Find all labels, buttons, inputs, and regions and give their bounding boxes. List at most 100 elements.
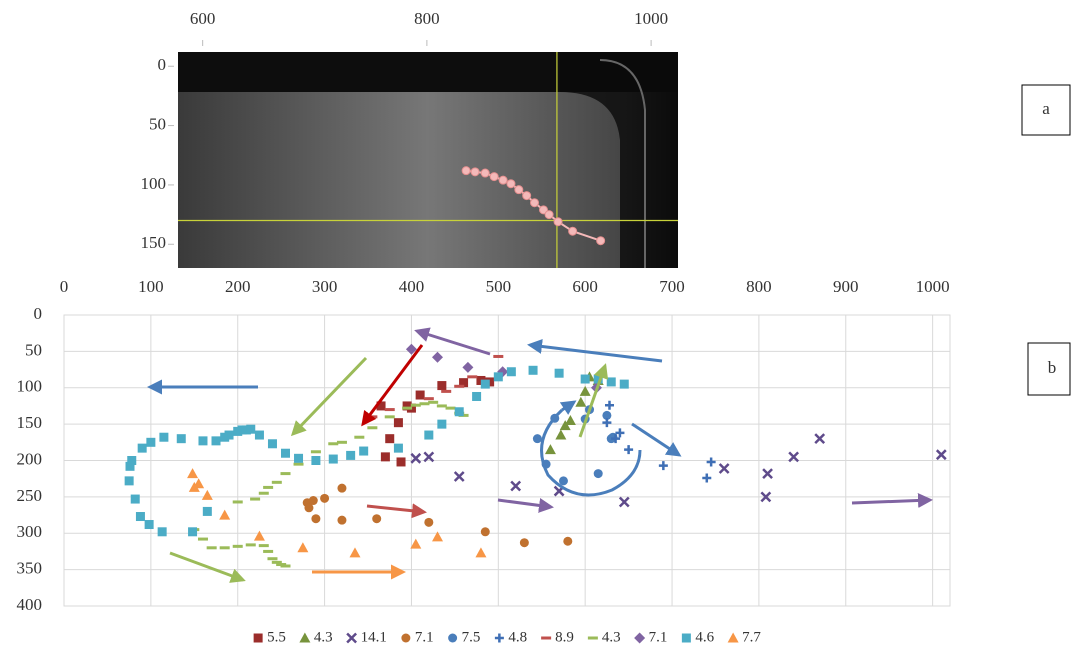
point [254,430,264,440]
point [384,408,395,412]
point [271,560,282,564]
point [258,544,269,548]
legend-item: 4.8 [494,629,527,645]
x-tick-label: 100 [138,277,164,296]
point [405,343,417,355]
arrow [169,551,246,583]
x-tick-label: 600 [190,9,216,28]
y-tick-label: 0 [34,304,43,323]
point [580,374,590,384]
x-tick-label: 900 [833,277,859,296]
point [432,531,444,542]
legend-swatch [253,633,263,643]
point [376,401,386,411]
point [224,430,234,440]
trajectory-point [568,226,578,236]
y-tick-label: 150 [17,413,43,432]
point [311,514,321,524]
legend-label: 8.9 [555,629,574,645]
legend-swatch [401,633,411,643]
x-tick-label: 800 [414,9,440,28]
legend-label: 7.1 [415,629,434,645]
point [304,503,314,513]
point [198,436,208,446]
point [372,514,382,524]
y-tick-label: 350 [17,559,43,578]
point [441,389,452,393]
legend-item: 4.6 [681,629,715,645]
point [510,480,522,492]
point [337,483,347,493]
point [187,468,199,479]
point [197,537,208,541]
legend-swatch [448,633,458,643]
point [137,443,147,453]
arrow [497,497,554,513]
arrow [559,400,577,415]
point [579,385,591,396]
legend-label: 7.1 [649,629,668,645]
point [559,420,571,431]
point [555,429,567,440]
trajectory-point [489,172,499,182]
point [202,506,212,516]
panel-labels: a b [1021,84,1071,396]
x-tick-label: 1000 [634,9,668,28]
point [144,520,154,530]
point [437,381,447,391]
point [410,403,421,407]
point [188,527,198,537]
point [528,365,538,375]
point [308,496,318,506]
point [480,379,490,389]
point [554,368,564,378]
legend-label: 7.7 [742,629,761,645]
trajectory-point [506,179,516,189]
point [367,426,378,430]
arrow [414,327,491,356]
point [159,432,169,442]
point [385,434,395,444]
legend-swatch [494,633,504,643]
trajectory-point [544,210,554,220]
arrow [851,492,933,508]
legend-item: 4.3 [587,629,621,645]
point [384,415,395,419]
point [393,443,403,453]
point [602,418,612,428]
point [762,468,773,479]
point [281,448,290,458]
trajectory-point [480,168,490,178]
point [258,491,269,495]
legend-swatch [587,636,598,640]
point [263,485,274,489]
point [593,469,603,479]
point [419,402,430,406]
x-tick-label: 600 [572,277,598,296]
point [619,379,629,389]
point [246,424,256,434]
image-frame [560,52,678,268]
point [624,445,634,455]
point [294,453,304,463]
point [415,390,425,400]
trajectory-point [553,217,563,227]
point [506,367,516,377]
legend-item: 8.9 [541,629,574,645]
point [658,461,668,471]
point [424,430,434,440]
arrow [631,422,682,457]
y-tick-label: 0 [158,55,167,74]
trajectory-point [514,185,524,195]
point [575,396,587,407]
point [402,406,413,410]
point [615,428,625,438]
point [606,377,616,387]
y-tick-label: 50 [149,114,166,133]
x-tick-label: 500 [486,277,512,296]
trajectory-point [470,167,480,177]
y-tick-label: 400 [17,595,43,614]
point [563,536,573,546]
legend: 5.5 4.3 14.1 7.1 7.5 4.8 8.9 4.3 7.1 4.6 7.7 [253,629,761,645]
legend-swatch [346,632,358,644]
